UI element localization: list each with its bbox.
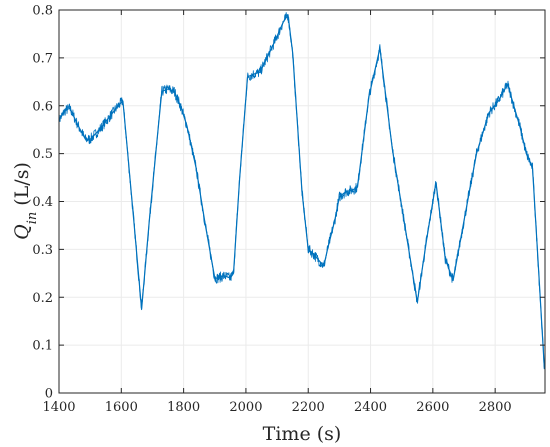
y-tick-label: 0.5 bbox=[32, 147, 53, 162]
x-tick-label: 1400 bbox=[42, 400, 75, 415]
y-axis-title: Qin (L/s) bbox=[11, 162, 40, 240]
x-tick-label: 2800 bbox=[479, 400, 512, 415]
series-layer bbox=[58, 12, 545, 370]
y-axis-symbol: Q bbox=[11, 224, 33, 240]
x-tick-label: 2200 bbox=[292, 400, 325, 415]
x-tick-label: 2400 bbox=[354, 400, 387, 415]
x-tick-label: 2000 bbox=[229, 400, 262, 415]
y-tick-label: 0.8 bbox=[32, 4, 53, 19]
y-axis-subscript: in bbox=[25, 212, 40, 225]
x-tick-label: 1800 bbox=[167, 400, 200, 415]
x-axis-title: Time (s) bbox=[263, 423, 342, 445]
y-tick-label: 0.7 bbox=[32, 51, 53, 66]
y-tick-label: 0.2 bbox=[32, 291, 53, 306]
y-axis-unit: (L/s) bbox=[11, 162, 33, 212]
y-tick-label: 0.3 bbox=[32, 243, 53, 258]
tick-labels: 1400 1600 1800 2000 2200 2400 2600 2800 0 0.1 0.2 0… bbox=[32, 4, 511, 416]
y-tick-label: 0 bbox=[45, 387, 53, 402]
y-tick-label: 0.6 bbox=[32, 99, 53, 114]
x-tick-label: 2600 bbox=[416, 400, 449, 415]
y-tick-label: 0.1 bbox=[32, 339, 53, 354]
axes bbox=[58, 9, 546, 394]
y-tick-label: 0.4 bbox=[32, 195, 53, 210]
x-tick-label: 1600 bbox=[105, 400, 138, 415]
series-noise-trace bbox=[58, 12, 545, 370]
plot-frame bbox=[58, 9, 546, 394]
